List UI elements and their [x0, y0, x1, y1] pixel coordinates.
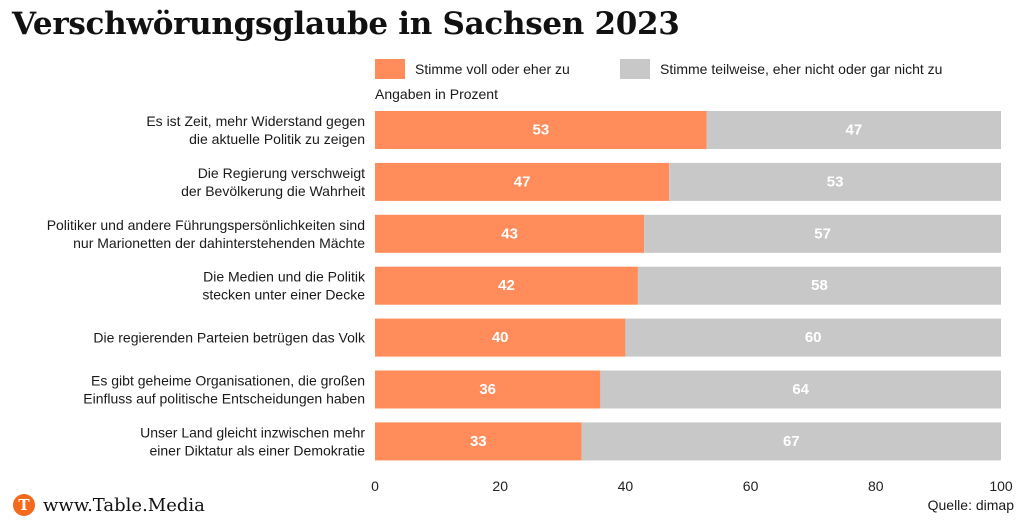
logo-letter: T	[18, 495, 30, 514]
bar-disagree-1	[669, 162, 1001, 201]
bar-agree-5	[375, 370, 601, 409]
category-label-2: Politiker und andere Führungspersönlichk…	[47, 217, 366, 251]
table-media-logo-icon: T	[13, 494, 35, 516]
bar-agree-3	[375, 266, 638, 305]
category-label-3: Die Medien und die Politik stecken unter …	[202, 269, 366, 303]
x-tick-label-40: 40	[618, 478, 634, 494]
chart-title: Verschwörungsglaube in Sachsen 2023	[12, 6, 680, 42]
legend-label-agree: Stimme voll oder eher zu	[415, 61, 570, 77]
bar-disagree-4	[625, 318, 1001, 357]
legend-label-disagree: Stimme teilweise, eher nicht oder gar ni…	[660, 61, 943, 77]
bar-disagree-0	[706, 111, 1001, 149]
footer-logo: T www.Table.Media	[13, 494, 205, 516]
bar-disagree-6	[581, 422, 1001, 461]
bar-value-label-disagree-1: 53	[827, 173, 844, 190]
bar-agree-2	[375, 214, 645, 253]
bar-value-label-disagree-4: 60	[805, 329, 822, 346]
category-label-4: Die regierenden Parteien betrügen das Vo…	[93, 330, 366, 346]
source-note: Quelle: dimap	[927, 497, 1014, 513]
x-tick-label-100: 100	[989, 478, 1013, 494]
bar-value-label-disagree-3: 58	[811, 277, 828, 294]
logo-text: www.Table.Media	[43, 494, 205, 516]
bar-value-label-agree-5: 36	[479, 381, 496, 398]
category-label-6: Unser Land gleicht inzwischen mehr einer …	[140, 424, 365, 458]
bar-value-label-agree-1: 47	[514, 173, 531, 190]
bar-agree-6	[375, 422, 582, 461]
x-tick-label-0: 0	[371, 478, 379, 494]
unit-note: Angaben in Prozent	[375, 86, 498, 102]
bar-agree-0	[375, 111, 707, 149]
bar-value-label-agree-3: 42	[498, 277, 515, 294]
bar-disagree-3	[637, 266, 1001, 305]
legend-swatch-agree	[375, 59, 405, 79]
legend-item-disagree: Stimme teilweise, eher nicht oder gar ni…	[620, 57, 942, 81]
bar-value-label-disagree-2: 57	[814, 225, 831, 242]
legend: Stimme voll oder eher zu Stimme teilweis…	[375, 57, 1015, 81]
x-tick-label-80: 80	[868, 478, 884, 494]
category-label-5: Es gibt geheime Organisationen, die groß…	[83, 373, 365, 407]
category-label-0: Es ist Zeit, mehr Widerstand gegen die ak…	[146, 113, 365, 147]
bar-value-label-disagree-0: 47	[846, 122, 863, 139]
bar-agree-1	[375, 162, 670, 201]
bar-disagree-2	[644, 214, 1001, 253]
bar-value-label-disagree-6: 67	[783, 433, 800, 450]
bar-value-label-agree-4: 40	[492, 329, 509, 346]
bar-value-label-agree-2: 43	[501, 225, 518, 242]
category-label-1: Die Regierung verschweigt der Bevölkerung…	[181, 165, 365, 199]
legend-item-agree: Stimme voll oder eher zu	[375, 57, 570, 81]
bar-agree-4	[375, 318, 626, 357]
bar-value-label-agree-6: 33	[470, 433, 487, 450]
x-tick-label-20: 20	[492, 478, 508, 494]
bar-value-label-disagree-5: 64	[792, 381, 809, 398]
bar-disagree-5	[600, 370, 1001, 409]
bar-value-label-agree-0: 53	[533, 122, 550, 139]
legend-swatch-disagree	[620, 59, 650, 79]
x-tick-label-60: 60	[743, 478, 759, 494]
